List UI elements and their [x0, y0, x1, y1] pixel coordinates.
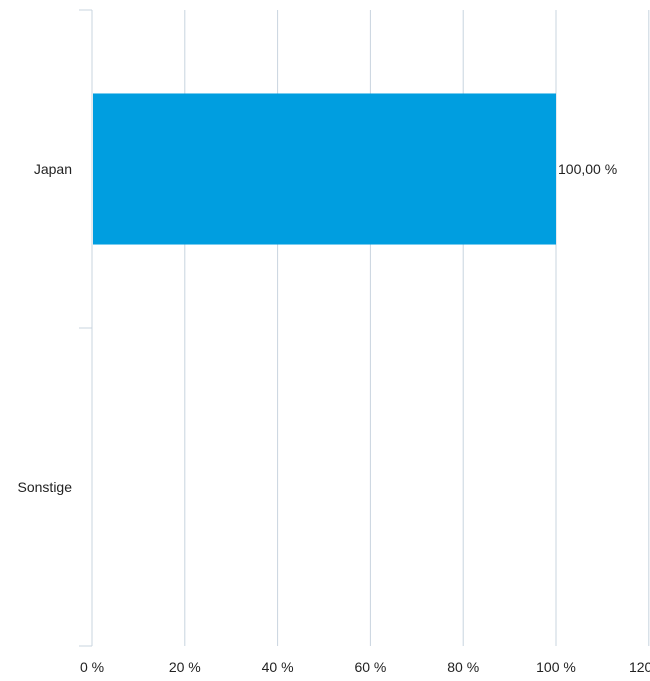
- bar-japan: [93, 93, 556, 245]
- x-tick-label: 60 %: [354, 659, 386, 675]
- x-tick-label: 20 %: [169, 659, 201, 675]
- data-label: 100,00 %: [558, 161, 617, 177]
- x-tick-label: 0 %: [80, 659, 104, 675]
- x-tick-label: 120 %: [629, 659, 650, 675]
- category-label: Sonstige: [18, 479, 73, 495]
- y-axis: [79, 9, 93, 647]
- x-tick-label: 40 %: [262, 659, 294, 675]
- x-tick-label: 80 %: [447, 659, 479, 675]
- category-label: Japan: [34, 161, 72, 177]
- x-tick-label: 100 %: [536, 659, 576, 675]
- labels: 0 % 20 % 40 % 60 % 80 % 100 % 120 % Japan 100,00…: [18, 161, 650, 675]
- bars: [93, 93, 556, 245]
